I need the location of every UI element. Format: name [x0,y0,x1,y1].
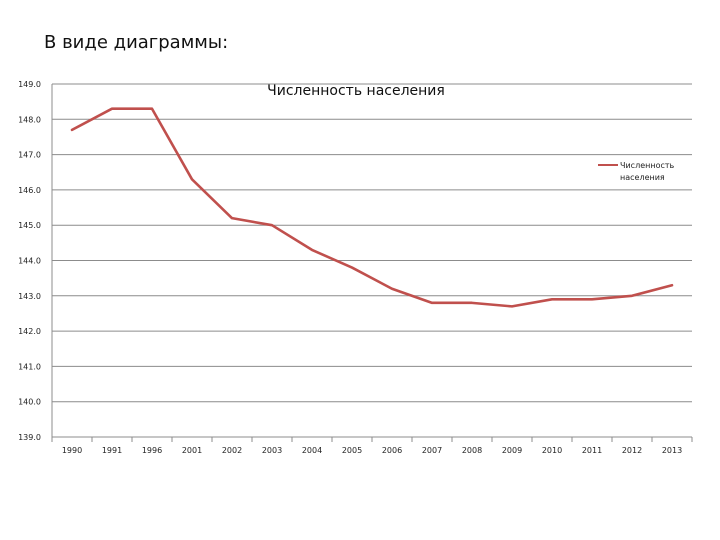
x-tick-label: 2006 [382,446,402,455]
series-line [70,107,674,308]
x-tick-label: 2001 [182,446,202,455]
x-tick-label: 1996 [142,446,162,455]
y-tick-label: 140.0 [18,398,41,407]
x-tick-label: 2009 [502,446,522,455]
x-axis-ticks: 1990 1991 1996 2001 2002 2003 2004 2005 2006 2007… [51,84,693,455]
x-tick-label: 2005 [342,446,362,455]
y-tick-label: 141.0 [18,362,41,371]
x-tick-label: 2003 [262,446,282,455]
y-tick-label: 145.0 [18,221,41,230]
x-tick-label: 2012 [622,446,642,455]
y-tick-label: 139.0 [18,433,41,442]
y-tick-label: 149.0 [18,80,41,89]
x-tick-label: 2010 [542,446,562,455]
legend: Численность населения [598,161,675,182]
legend-label: Численность [620,161,675,170]
gridlines [52,83,692,438]
y-tick-label: 144.0 [18,257,41,266]
legend-label: населения [620,173,665,182]
slide-heading: В виде диаграммы: [44,32,229,53]
x-tick-label: 2011 [582,446,602,455]
x-tick-label: 2002 [222,446,242,455]
x-tick-label: 1991 [102,446,122,455]
x-tick-label: 2008 [462,446,482,455]
y-tick-label: 147.0 [18,151,41,160]
y-tick-label: 146.0 [18,186,41,195]
y-tick-label: 143.0 [18,292,41,301]
series-lines [70,107,674,308]
x-tick-label: 2013 [662,446,682,455]
y-axis-ticks: 139.0 140.0 141.0 142.0 143.0 144.0 145.0 146.0… [18,80,41,442]
x-tick-label: 2004 [302,446,322,455]
y-tick-label: 148.0 [18,115,41,124]
y-tick-label: 142.0 [18,327,41,336]
chart-title: Численность населения [267,83,445,99]
x-tick-label: 1990 [62,446,82,455]
x-tick-label: 2007 [422,446,442,455]
